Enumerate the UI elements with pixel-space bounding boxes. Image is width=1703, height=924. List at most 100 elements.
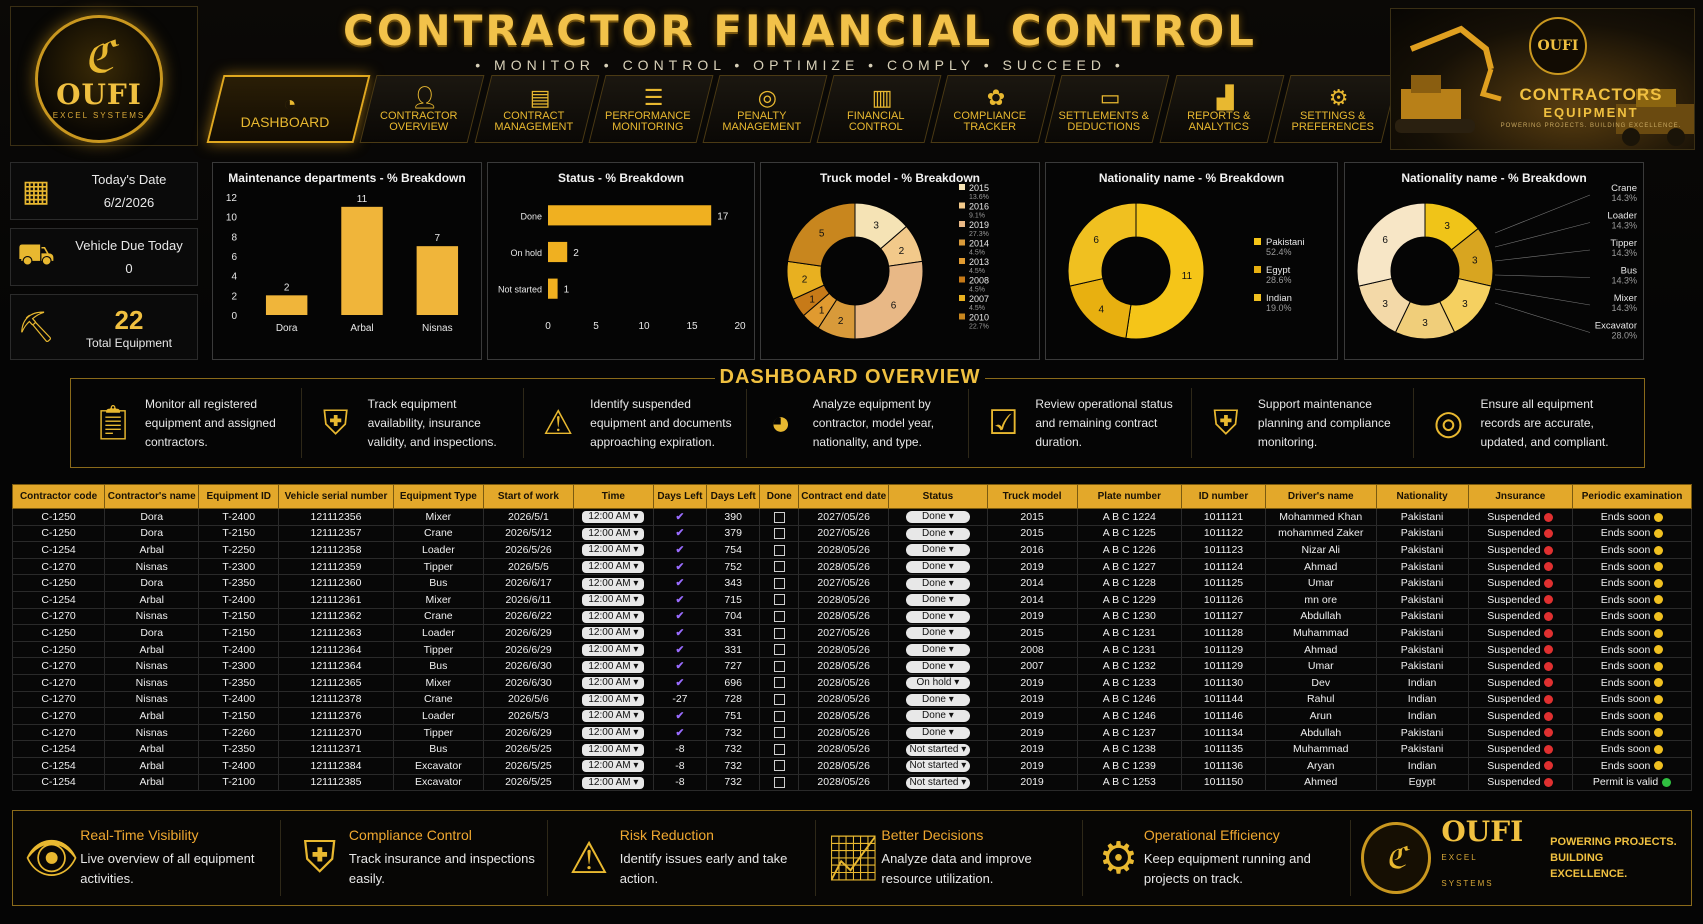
column-header[interactable]: Jnsurance xyxy=(1467,484,1574,509)
table-cell: Ends soon xyxy=(1572,524,1692,543)
status-select[interactable]: Done ▾ xyxy=(905,561,970,574)
done-checkbox[interactable] xyxy=(773,544,785,556)
column-header[interactable]: Done xyxy=(759,484,800,509)
table-cell: Umar xyxy=(1264,657,1377,675)
done-checkbox[interactable] xyxy=(773,660,785,672)
status-select[interactable]: Done ▾ xyxy=(905,693,970,706)
footer-logo-icon: ℭ xyxy=(1360,822,1432,894)
done-checkbox[interactable] xyxy=(773,677,785,689)
nav-performance-monitoring[interactable]: ☰ PERFORMANCE MONITORING xyxy=(588,75,714,143)
checklist-icon: ☰ xyxy=(643,85,664,110)
time-select[interactable]: 12:00 AM ▾ xyxy=(582,511,645,524)
time-select[interactable]: 12:00 AM ▾ xyxy=(582,627,645,640)
time-select[interactable]: 12:00 AM ▾ xyxy=(582,677,645,690)
status-select[interactable]: Done ▾ xyxy=(905,527,970,540)
column-header[interactable]: Vehicle serial number xyxy=(278,484,394,509)
done-checkbox[interactable] xyxy=(773,760,785,772)
time-select[interactable]: 12:00 AM ▾ xyxy=(582,710,645,723)
column-header[interactable]: Nationality xyxy=(1375,484,1469,509)
table-cell: T-2150 xyxy=(198,707,280,725)
done-checkbox[interactable] xyxy=(773,627,785,639)
nav-financial-control[interactable]: ▥ FINANCIAL CONTROL xyxy=(816,75,942,143)
done-checkbox[interactable] xyxy=(773,644,785,656)
status-select[interactable]: Done ▾ xyxy=(905,710,970,723)
column-header[interactable]: Contractor's name xyxy=(104,484,200,509)
legend-pct: 52.4% xyxy=(1266,247,1292,257)
status-select[interactable]: Done ▾ xyxy=(905,660,970,673)
done-checkbox[interactable] xyxy=(773,710,785,722)
nav-compliance-tracker[interactable]: ✿ COMPLIANCE TRACKER xyxy=(930,75,1056,143)
column-header[interactable]: Days Left xyxy=(706,484,761,509)
column-header[interactable]: Driver's name xyxy=(1264,484,1377,509)
time-select[interactable]: 12:00 AM ▾ xyxy=(582,644,645,657)
column-header[interactable]: Contract end date xyxy=(798,484,890,509)
nav-penalty-management[interactable]: ◎ PENALTY MANAGEMENT xyxy=(702,75,828,143)
status-select[interactable]: On hold ▾ xyxy=(905,677,970,690)
legend-swatch xyxy=(959,295,965,301)
column-header[interactable]: Time xyxy=(572,484,654,509)
nav-settings-preferences[interactable]: ⚙ SETTINGS & PREFERENCES xyxy=(1273,75,1399,143)
time-select[interactable]: 12:00 AM ▾ xyxy=(582,561,645,574)
time-select[interactable]: 12:00 AM ▾ xyxy=(582,577,645,590)
done-checkbox[interactable] xyxy=(773,511,785,523)
time-select[interactable]: 12:00 AM ▾ xyxy=(582,660,645,673)
column-header[interactable]: Plate number xyxy=(1076,484,1183,509)
status-select[interactable]: Done ▾ xyxy=(905,577,970,590)
chart-equipment-type: Nationality name - % Breakdown 3 3 3 3 3 6 Cra… xyxy=(1344,162,1644,360)
table-cell: Crane xyxy=(392,607,484,626)
time-select[interactable]: 12:00 AM ▾ xyxy=(582,760,645,773)
status-select[interactable]: Done ▾ xyxy=(905,644,970,657)
status-select[interactable]: Done ▾ xyxy=(905,594,970,607)
column-header[interactable]: Start of work xyxy=(482,484,574,509)
x-tick-label: Arbal xyxy=(350,323,373,334)
done-checkbox[interactable] xyxy=(773,694,785,706)
done-checkbox[interactable] xyxy=(773,561,785,573)
column-header[interactable]: Status xyxy=(888,484,988,509)
table-cell: 2028/05/26 xyxy=(798,557,890,576)
table-cell: Done ▾ xyxy=(888,657,988,675)
column-header[interactable]: Equipment ID xyxy=(198,484,280,509)
nav-reports-analytics[interactable]: ▟ REPORTS & ANALYTICS xyxy=(1159,75,1285,143)
done-checkbox[interactable] xyxy=(773,611,785,623)
status-select[interactable]: Done ▾ xyxy=(905,544,970,557)
status-select[interactable]: Done ▾ xyxy=(905,627,970,640)
status-select[interactable]: Done ▾ xyxy=(905,727,970,740)
done-checkbox[interactable] xyxy=(773,743,785,755)
done-checkbox[interactable] xyxy=(773,727,785,739)
table-cell: C-1270 xyxy=(11,607,106,626)
time-select[interactable]: 12:00 AM ▾ xyxy=(582,743,645,756)
legend-pct: 13.6% xyxy=(969,194,989,201)
status-select[interactable]: Done ▾ xyxy=(905,610,970,623)
status-dot-icon xyxy=(1544,595,1554,605)
done-checkbox[interactable] xyxy=(773,777,785,789)
time-select[interactable]: 12:00 AM ▾ xyxy=(582,544,645,557)
nav-settlements-deductions[interactable]: ▭ SETTLEMENTS & DEDUCTIONS xyxy=(1044,75,1171,143)
status-select[interactable]: Not started ▾ xyxy=(905,776,971,789)
time-select[interactable]: 12:00 AM ▾ xyxy=(582,776,645,789)
y-tick-label: Done xyxy=(520,211,542,221)
time-select[interactable]: 12:00 AM ▾ xyxy=(582,527,645,540)
status-select[interactable]: Not started ▾ xyxy=(905,760,971,773)
time-select[interactable]: 12:00 AM ▾ xyxy=(582,610,645,623)
check-mark-icon: ✔ xyxy=(675,726,685,739)
time-select[interactable]: 12:00 AM ▾ xyxy=(582,727,645,740)
done-checkbox[interactable] xyxy=(773,528,785,540)
column-header[interactable]: ID number xyxy=(1181,484,1266,509)
nav-contractor-overview[interactable]: 👤︎ CONTRACTOR OVERVIEW xyxy=(359,75,486,143)
column-header[interactable]: Equipment Type xyxy=(392,484,484,509)
logo[interactable]: ℭ OUFI EXCEL SYSTEMS xyxy=(35,15,163,143)
legend-pct: 19.0% xyxy=(1266,303,1292,313)
nav-contract-management[interactable]: ▤ CONTRACT MANAGEMENT xyxy=(474,75,600,143)
done-checkbox[interactable] xyxy=(773,594,785,606)
column-header[interactable]: Contractor code xyxy=(11,484,106,509)
status-select[interactable]: Done ▾ xyxy=(905,511,970,524)
column-header[interactable]: Periodic examination xyxy=(1572,484,1692,509)
column-header[interactable]: Days Left xyxy=(652,484,708,509)
time-select[interactable]: 12:00 AM ▾ xyxy=(582,693,645,706)
column-header[interactable]: Truck model xyxy=(986,484,1078,509)
nav-dashboard[interactable]: ◔ DASHBOARD xyxy=(206,75,371,143)
status-select[interactable]: Not started ▾ xyxy=(905,743,971,756)
table-cell: ✔ xyxy=(652,707,708,725)
done-checkbox[interactable] xyxy=(773,577,785,589)
time-select[interactable]: 12:00 AM ▾ xyxy=(582,594,645,607)
